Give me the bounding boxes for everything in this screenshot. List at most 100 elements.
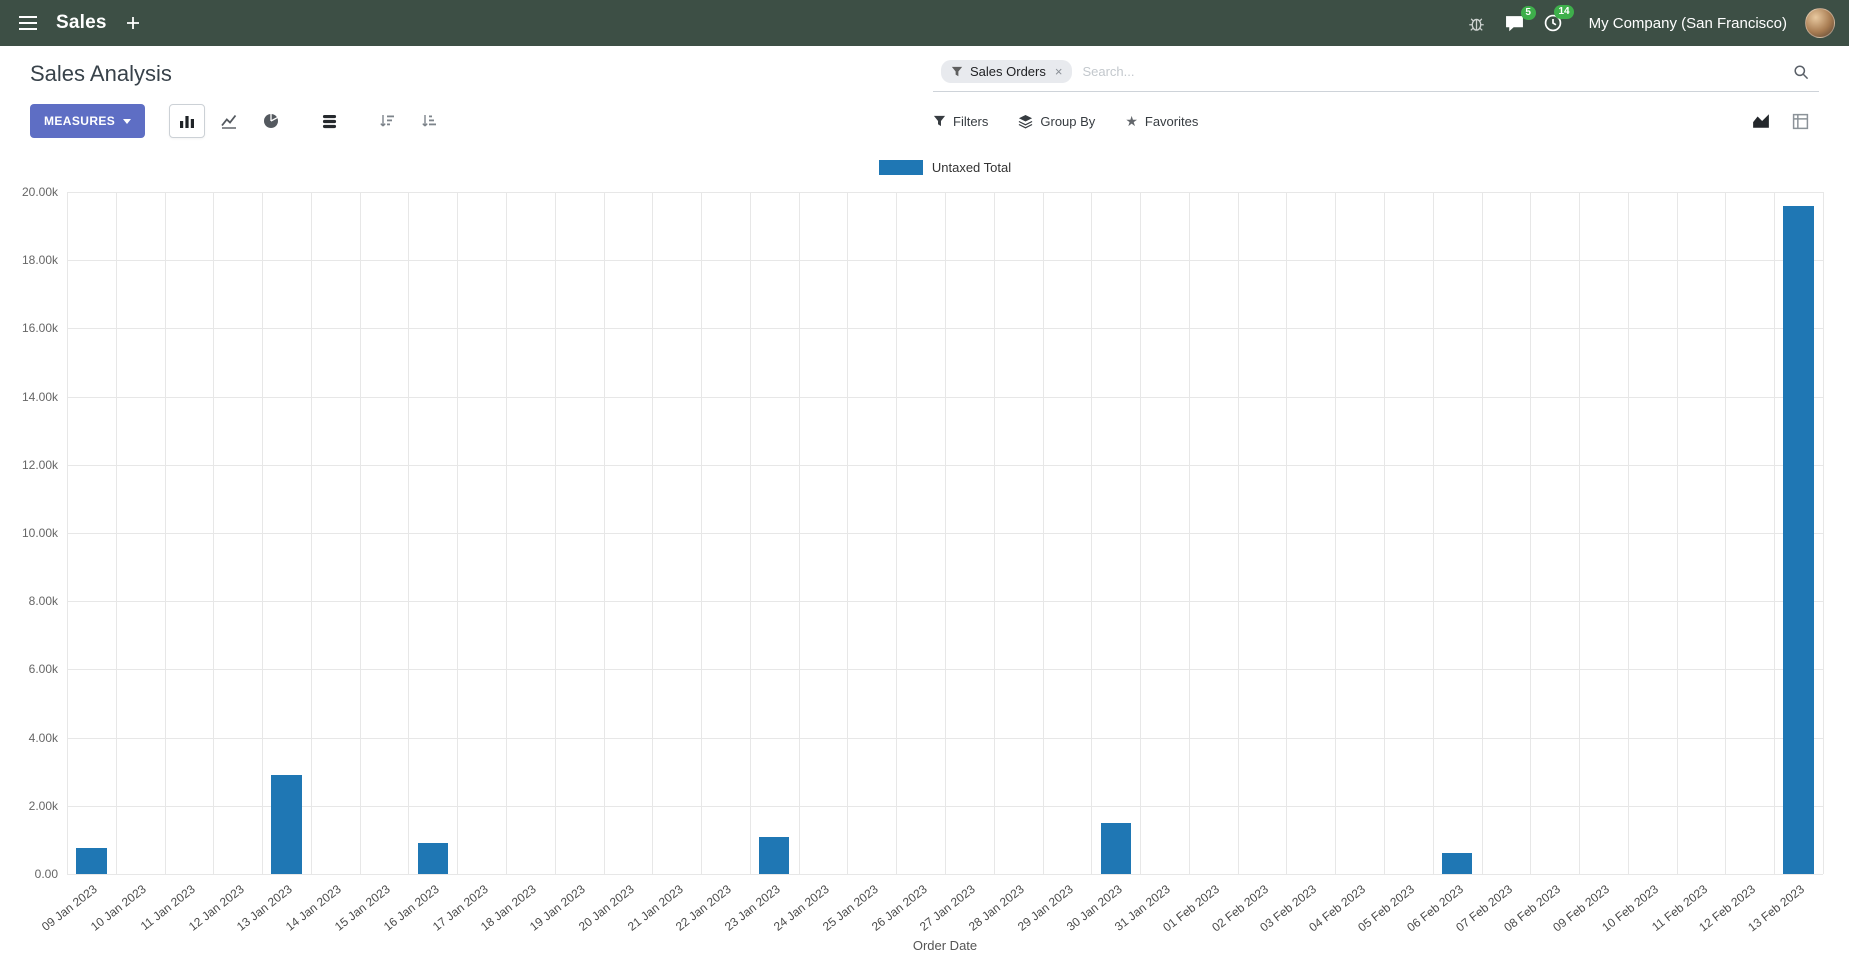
graph-view-button[interactable] — [1748, 108, 1774, 134]
y-tick-label: 6.00k — [28, 662, 58, 677]
pie-chart-icon — [264, 113, 279, 128]
group-by-icon — [1019, 114, 1033, 128]
messages-button[interactable]: 5 — [1500, 5, 1536, 37]
x-gridline — [457, 192, 459, 874]
x-gridline — [798, 192, 800, 874]
y-tick-label: 0.00 — [34, 867, 58, 881]
y-tick-label: 16.00k — [21, 321, 58, 336]
x-gridline — [1774, 192, 1776, 874]
x-gridline — [262, 192, 264, 874]
search-facet[interactable]: Sales Orders × — [941, 60, 1073, 83]
filters-button[interactable]: Filters — [933, 114, 988, 129]
x-gridline — [993, 192, 995, 874]
chart: Untaxed Total 0.00 2.00k 4.00k 6.00k 8.00k 10… — [0, 150, 1849, 958]
legend-label: Untaxed Total — [931, 160, 1012, 175]
activities-button[interactable]: 14 — [1539, 5, 1574, 37]
y-tick-label: 18.00k — [21, 253, 58, 268]
facet-remove-button[interactable]: × — [1054, 64, 1063, 79]
x-gridline — [1286, 192, 1288, 874]
x-gridline — [1188, 192, 1190, 874]
stacked-toggle-button[interactable] — [311, 104, 347, 138]
x-gridline — [1140, 192, 1142, 874]
x-gridline — [749, 192, 751, 874]
bar-chart-mode-button[interactable] — [169, 104, 206, 138]
y-tick-label: 14.00k — [21, 389, 58, 404]
chart-legend[interactable]: Untaxed Total — [67, 160, 1823, 175]
filters-icon — [933, 115, 946, 126]
hamburger-icon — [19, 16, 37, 30]
y-tick-label: 4.00k — [28, 730, 58, 745]
pivot-view-icon — [1792, 113, 1809, 129]
x-gridline — [1384, 192, 1385, 874]
measures-label: MEASURES — [44, 114, 116, 128]
x-gridline — [506, 192, 507, 874]
sort-ascending-button[interactable] — [411, 104, 447, 138]
chart-bar[interactable] — [417, 843, 448, 874]
page-title: Sales Analysis — [30, 61, 172, 86]
search-icon — [1794, 64, 1809, 79]
debug-button[interactable] — [1463, 10, 1490, 37]
app-name[interactable]: Sales — [56, 12, 107, 33]
chat-icon — [1505, 15, 1523, 31]
x-gridline — [1237, 192, 1239, 874]
y-tick-label: 2.00k — [28, 798, 58, 813]
x-gridline — [554, 192, 556, 874]
pivot-view-button[interactable] — [1788, 109, 1813, 134]
star-icon: ★ — [1125, 113, 1138, 129]
plus-icon — [126, 17, 139, 29]
pie-chart-mode-button[interactable] — [253, 104, 289, 138]
stacked-icon — [322, 114, 336, 128]
x-axis-title: Order Date — [912, 938, 978, 953]
x-gridline — [1432, 192, 1434, 874]
area-chart-icon — [1753, 114, 1769, 128]
sort-descending-button[interactable] — [369, 104, 405, 138]
legend-swatch — [878, 160, 923, 175]
chart-bar[interactable] — [271, 775, 302, 874]
sort-ascending-icon — [422, 115, 437, 127]
x-gridline — [67, 192, 68, 874]
search-bar[interactable]: Sales Orders × — [933, 58, 1819, 92]
chart-bar[interactable] — [1442, 852, 1473, 874]
x-gridline — [1627, 192, 1629, 874]
y-tick-label: 12.00k — [21, 457, 58, 472]
search-button[interactable] — [1791, 62, 1811, 82]
filters-label: Filters — [953, 113, 989, 129]
line-chart-icon — [221, 114, 237, 129]
x-gridline — [1091, 192, 1093, 874]
y-gridline — [67, 874, 1823, 875]
x-gridline — [1579, 192, 1581, 874]
bug-icon — [1468, 17, 1484, 31]
clock-icon — [1544, 14, 1561, 32]
chart-bar[interactable] — [76, 848, 107, 874]
avatar[interactable] — [1805, 8, 1835, 38]
x-gridline — [164, 192, 166, 874]
new-window-button[interactable] — [121, 11, 145, 35]
group-by-button[interactable]: Group By — [1018, 114, 1095, 129]
x-gridline — [310, 192, 312, 874]
measures-button[interactable]: MEASURES — [30, 104, 146, 138]
x-gridline — [359, 192, 361, 874]
control-panel: Sales Analysis Sales Orders × MEASURES — [0, 46, 1849, 150]
chart-bar[interactable] — [1100, 822, 1131, 874]
filter-icon — [951, 66, 963, 76]
x-gridline — [1481, 192, 1483, 874]
company-menu[interactable]: My Company (San Francisco) — [1588, 14, 1787, 32]
x-gridline — [1823, 192, 1824, 874]
favorites-label: Favorites — [1144, 113, 1199, 129]
sort-descending-icon — [380, 115, 395, 127]
chart-bar[interactable] — [1783, 205, 1814, 874]
y-tick-label: 20.00k — [21, 185, 58, 199]
y-tick-label: 10.00k — [21, 526, 58, 540]
favorites-button[interactable]: ★ Favorites — [1125, 114, 1198, 129]
top-nav: Sales 5 14 My Company (San Francisco) — [0, 0, 1849, 46]
chart-bar[interactable] — [759, 837, 790, 874]
x-gridline — [1530, 192, 1532, 874]
line-chart-mode-button[interactable] — [211, 104, 247, 138]
group-by-label: Group By — [1040, 113, 1096, 129]
x-gridline — [603, 192, 605, 874]
search-input[interactable] — [1082, 64, 1781, 79]
menu-toggle-button[interactable] — [14, 11, 42, 35]
caret-down-icon — [123, 118, 132, 124]
x-gridline — [847, 192, 849, 874]
activities-badge: 14 — [1554, 5, 1574, 19]
